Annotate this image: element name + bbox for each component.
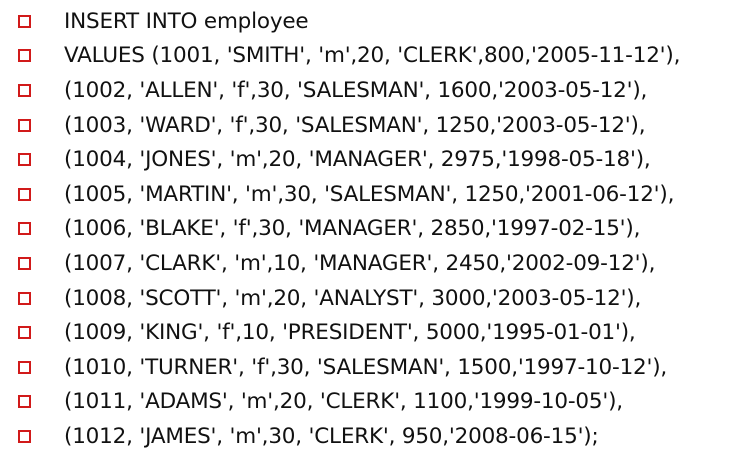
bullet-line: (1007, 'CLARK', 'm',10, 'MANAGER', 2450,… (18, 246, 680, 281)
bullet-line: (1008, 'SCOTT', 'm',20, 'ANALYST', 3000,… (18, 281, 680, 316)
sql-bullet-list: INSERT INTO employee VALUES (1001, 'SMIT… (18, 4, 680, 454)
bullet-line: INSERT INTO employee (18, 4, 680, 39)
sql-line-text: (1010, 'TURNER', 'f',30, 'SALESMAN', 150… (64, 354, 668, 380)
sql-line-text: (1007, 'CLARK', 'm',10, 'MANAGER', 2450,… (64, 250, 656, 276)
square-bullet-icon (18, 83, 31, 97)
square-bullet-icon (18, 429, 31, 443)
square-bullet-icon (18, 326, 31, 340)
bullet-line: (1006, 'BLAKE', 'f',30, 'MANAGER', 2850,… (18, 212, 680, 247)
sql-line-text: (1011, 'ADAMS', 'm',20, 'CLERK', 1100,'1… (64, 389, 623, 415)
sql-line-text: (1003, 'WARD', 'f',30, 'SALESMAN', 1250,… (64, 112, 646, 138)
sql-line-text: (1012, 'JAMES', 'm',30, 'CLERK', 950,'20… (64, 423, 599, 449)
bullet-line: (1002, 'ALLEN', 'f',30, 'SALESMAN', 1600… (18, 73, 680, 108)
sql-line-text: VALUES (1001, 'SMITH', 'm',20, 'CLERK',8… (64, 43, 681, 69)
sql-line-text: (1009, 'KING', 'f',10, 'PRESIDENT', 5000… (64, 320, 636, 346)
square-bullet-icon (18, 49, 31, 63)
square-bullet-icon (18, 153, 31, 167)
sql-line-text: (1006, 'BLAKE', 'f',30, 'MANAGER', 2850,… (64, 216, 641, 242)
square-bullet-icon (18, 256, 31, 270)
sql-line-text: (1002, 'ALLEN', 'f',30, 'SALESMAN', 1600… (64, 77, 648, 103)
sql-line-text: INSERT INTO employee (64, 8, 309, 34)
square-bullet-icon (18, 14, 31, 28)
square-bullet-icon (18, 222, 31, 236)
bullet-line: (1009, 'KING', 'f',10, 'PRESIDENT', 5000… (18, 315, 680, 350)
sql-line-text: (1005, 'MARTIN', 'm',30, 'SALESMAN', 125… (64, 181, 675, 207)
square-bullet-icon (18, 395, 31, 409)
bullet-line: VALUES (1001, 'SMITH', 'm',20, 'CLERK',8… (18, 39, 680, 74)
square-bullet-icon (18, 118, 31, 132)
bullet-line: (1012, 'JAMES', 'm',30, 'CLERK', 950,'20… (18, 419, 680, 454)
bullet-line: (1003, 'WARD', 'f',30, 'SALESMAN', 1250,… (18, 108, 680, 143)
bullet-line: (1004, 'JONES', 'm',20, 'MANAGER', 2975,… (18, 142, 680, 177)
sql-line-text: (1004, 'JONES', 'm',20, 'MANAGER', 2975,… (64, 147, 651, 173)
bullet-line: (1011, 'ADAMS', 'm',20, 'CLERK', 1100,'1… (18, 385, 680, 420)
square-bullet-icon (18, 187, 31, 201)
square-bullet-icon (18, 360, 31, 374)
square-bullet-icon (18, 291, 31, 305)
bullet-line: (1010, 'TURNER', 'f',30, 'SALESMAN', 150… (18, 350, 680, 385)
sql-line-text: (1008, 'SCOTT', 'm',20, 'ANALYST', 3000,… (64, 285, 642, 311)
bullet-line: (1005, 'MARTIN', 'm',30, 'SALESMAN', 125… (18, 177, 680, 212)
